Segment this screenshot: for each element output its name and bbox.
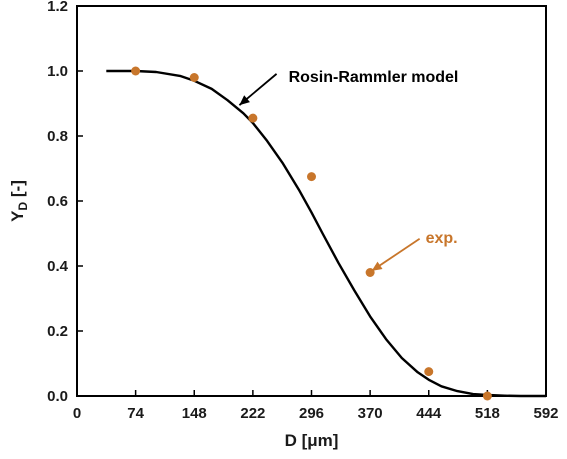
x-tick-label: 222 <box>240 405 265 422</box>
y-tick-label: 0.4 <box>47 258 69 275</box>
annotation-label: exp. <box>426 230 458 247</box>
annotation-label: Rosin-Rammler model <box>289 69 459 86</box>
x-axis-label: D [μm] <box>285 431 339 450</box>
y-axis-label: YD [-] <box>8 180 30 222</box>
annotation-layer: Rosin-Rammler model exp. <box>238 69 459 272</box>
data-point <box>248 113 258 123</box>
x-ticks: 0 74 148 222 296 370 444 518 592 <box>73 390 559 422</box>
y-tick-label: 0.8 <box>47 128 68 145</box>
y-axis-label-main: Y <box>8 210 27 222</box>
y-tick-label: 1.0 <box>47 63 68 80</box>
data-point <box>424 367 434 377</box>
y-tick-label: 1.2 <box>47 0 68 15</box>
x-tick-label: 444 <box>416 405 442 422</box>
y-axis-label-subscript: D <box>16 202 30 211</box>
data-point <box>307 172 316 182</box>
x-tick-label: 148 <box>182 405 207 422</box>
annotation-arrowhead <box>239 95 250 106</box>
x-tick-label: 518 <box>475 405 500 422</box>
y-tick-label: 0.2 <box>47 323 68 340</box>
series-layer <box>106 66 546 401</box>
data-point <box>189 73 199 82</box>
x-tick-label: 592 <box>533 405 558 422</box>
model-curve <box>106 69 546 398</box>
y-axis-label-rest: [-] <box>8 180 27 202</box>
x-tick-label: 296 <box>299 405 324 422</box>
plot-frame <box>76 5 547 397</box>
y-tick-label: 0.0 <box>47 388 68 405</box>
annotation-arrowhead <box>371 261 383 271</box>
y-tick-label: 0.6 <box>47 193 68 210</box>
data-point <box>131 66 141 76</box>
y-ticks: 0.0 0.2 0.4 0.6 0.8 1.0 1.2 <box>47 0 83 405</box>
x-tick-label: 370 <box>358 405 383 422</box>
data-point <box>482 391 492 401</box>
x-tick-label: 74 <box>127 405 144 422</box>
x-tick-label: 0 <box>73 405 81 422</box>
